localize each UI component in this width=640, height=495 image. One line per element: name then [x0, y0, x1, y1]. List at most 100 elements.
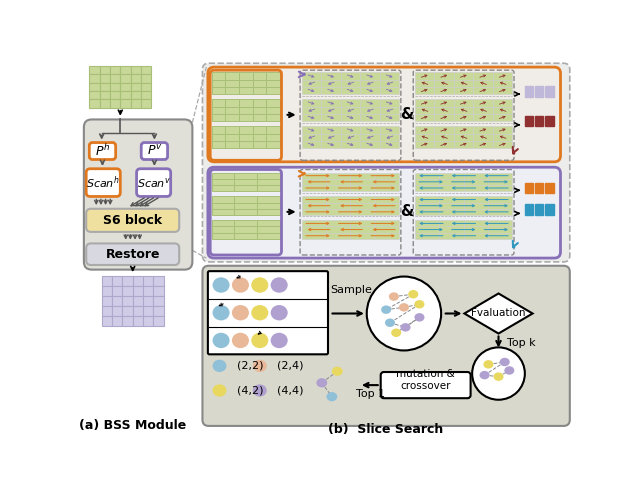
Bar — [257, 173, 280, 179]
Bar — [326, 179, 351, 185]
Text: &: & — [399, 107, 413, 122]
Bar — [493, 126, 513, 134]
Bar — [454, 126, 474, 134]
Bar — [112, 276, 122, 286]
Bar — [112, 316, 122, 326]
Text: (2,4): (2,4) — [277, 361, 303, 371]
Bar — [488, 227, 513, 233]
Bar — [212, 72, 225, 80]
Bar — [326, 227, 351, 233]
Bar — [545, 183, 554, 194]
Bar — [326, 185, 351, 191]
Bar — [212, 126, 225, 134]
Bar — [225, 134, 239, 141]
Bar — [415, 202, 439, 209]
Bar — [545, 204, 554, 215]
Bar — [257, 220, 280, 227]
Bar — [415, 134, 435, 141]
Ellipse shape — [401, 323, 410, 332]
Ellipse shape — [232, 277, 249, 293]
Bar — [154, 276, 164, 286]
Bar — [212, 134, 225, 141]
Bar — [474, 87, 493, 94]
Bar — [439, 220, 463, 227]
Bar — [212, 114, 225, 121]
Bar — [212, 173, 234, 179]
Text: Top k: Top k — [508, 338, 536, 348]
Bar — [535, 86, 543, 97]
Bar — [435, 114, 454, 121]
Bar — [212, 227, 234, 233]
Circle shape — [367, 277, 441, 350]
Text: (a) BSS Module: (a) BSS Module — [79, 419, 186, 433]
Bar — [474, 126, 493, 134]
Bar — [253, 87, 266, 94]
Ellipse shape — [504, 366, 515, 375]
Text: Sample: Sample — [330, 286, 372, 296]
Bar — [112, 306, 122, 316]
Bar — [351, 197, 375, 202]
Bar — [488, 173, 513, 179]
Bar — [415, 80, 435, 87]
Bar — [380, 106, 399, 114]
Bar — [415, 126, 435, 134]
FancyBboxPatch shape — [202, 63, 570, 262]
Bar — [253, 72, 266, 80]
Bar — [488, 197, 513, 202]
Bar — [415, 233, 439, 239]
Bar — [463, 227, 488, 233]
Ellipse shape — [408, 290, 419, 298]
Bar — [301, 209, 326, 215]
Bar — [493, 106, 513, 114]
Bar — [100, 91, 110, 99]
Bar — [351, 233, 375, 239]
Bar — [454, 72, 474, 80]
Bar — [360, 126, 380, 134]
Bar — [122, 296, 132, 306]
Bar — [301, 134, 321, 141]
Bar — [122, 316, 132, 326]
Bar — [375, 233, 399, 239]
Bar — [340, 114, 360, 121]
Bar — [122, 276, 132, 286]
Ellipse shape — [212, 333, 230, 348]
Bar — [380, 134, 399, 141]
FancyBboxPatch shape — [208, 167, 561, 258]
Bar — [435, 80, 454, 87]
Bar — [212, 209, 234, 215]
Bar — [488, 202, 513, 209]
Ellipse shape — [385, 318, 395, 327]
Bar — [326, 233, 351, 239]
Bar — [143, 306, 154, 316]
Text: $P^v$: $P^v$ — [147, 144, 162, 158]
Bar — [380, 126, 399, 134]
Bar — [225, 87, 239, 94]
Bar — [110, 74, 120, 83]
Bar — [212, 202, 234, 209]
Bar — [474, 141, 493, 148]
FancyBboxPatch shape — [381, 372, 470, 398]
Bar — [253, 114, 266, 121]
Bar — [375, 220, 399, 227]
Bar — [380, 72, 399, 80]
Bar — [321, 87, 340, 94]
Bar — [257, 209, 280, 215]
Text: (4,4): (4,4) — [277, 386, 303, 396]
Bar — [90, 99, 100, 108]
Bar — [351, 227, 375, 233]
Bar — [380, 99, 399, 106]
Bar — [212, 185, 234, 191]
Bar — [132, 276, 143, 286]
Bar — [266, 99, 280, 106]
Bar — [454, 114, 474, 121]
Ellipse shape — [271, 277, 288, 293]
Bar — [131, 91, 141, 99]
Bar — [239, 99, 253, 106]
Bar — [439, 233, 463, 239]
Bar — [141, 99, 151, 108]
Bar — [415, 106, 435, 114]
FancyBboxPatch shape — [208, 67, 561, 162]
Ellipse shape — [212, 305, 230, 320]
Bar — [120, 74, 131, 83]
Bar — [301, 173, 326, 179]
